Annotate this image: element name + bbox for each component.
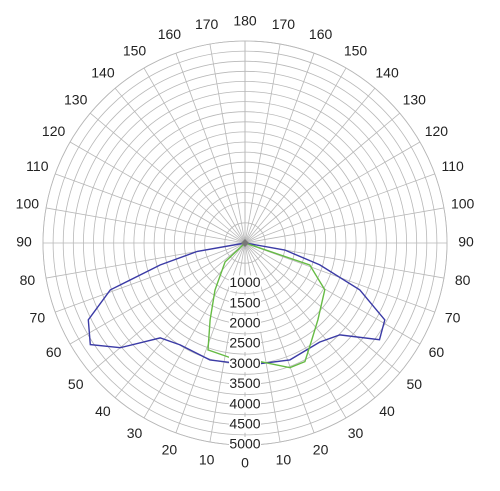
angle-label: 150 [123, 42, 147, 58]
radial-label: 1000 [229, 274, 260, 290]
label-bg [229, 315, 261, 332]
angle-label: 150 [344, 42, 368, 58]
spoke [90, 242, 246, 374]
angle-label: 130 [64, 92, 88, 108]
angle-label: 70 [445, 309, 461, 325]
angle-label: 140 [91, 64, 115, 80]
spoke [244, 207, 445, 244]
angle-label: 90 [458, 234, 474, 250]
spoke [244, 141, 421, 244]
angle-label: 160 [158, 26, 182, 42]
angle-label: 90 [16, 234, 32, 250]
angle-label: 120 [42, 123, 66, 139]
angle-label: 160 [309, 26, 333, 42]
label-bg [229, 376, 261, 393]
label-bg [229, 275, 261, 292]
label-bg [229, 396, 261, 413]
angle-label: 110 [26, 158, 49, 174]
radial-label: 4500 [229, 416, 260, 432]
spoke [55, 242, 246, 313]
label-bg [229, 437, 261, 453]
angle-label: 20 [162, 441, 178, 457]
spoke [244, 242, 347, 419]
spoke [244, 173, 435, 244]
spoke [244, 53, 315, 244]
angle-label: 40 [95, 403, 111, 419]
spoke [244, 242, 421, 345]
angle-label: 80 [455, 272, 471, 288]
angle-label: 10 [199, 451, 215, 467]
spoke [244, 67, 347, 244]
angle-label: 110 [442, 158, 465, 174]
spoke [143, 67, 246, 244]
angle-label: 100 [16, 195, 40, 211]
spoke [244, 242, 400, 374]
spoke [45, 207, 246, 244]
spoke [175, 53, 246, 244]
angle-label: 170 [195, 16, 219, 32]
angle-label: 60 [429, 344, 445, 360]
radial-label: 5000 [229, 436, 260, 452]
intensity-curve [207, 242, 326, 369]
angle-label: 60 [46, 344, 62, 360]
angle-label: 130 [403, 92, 427, 108]
angle-label: 40 [379, 403, 395, 419]
angle-label: 30 [348, 425, 364, 441]
spoke [175, 242, 246, 433]
angle-label: 170 [272, 16, 296, 32]
angle-label: 50 [68, 376, 84, 392]
spoke [69, 242, 246, 345]
angle-label: 80 [20, 272, 36, 288]
radial-label: 2000 [229, 315, 260, 331]
spoke [209, 43, 246, 244]
angle-label: 120 [425, 123, 449, 139]
angle-label: 0 [241, 455, 249, 471]
spoke [244, 242, 315, 433]
angle-label: 70 [30, 309, 46, 325]
label-bg [229, 295, 261, 312]
spoke [244, 112, 400, 244]
spoke [244, 43, 281, 244]
angle-label: 20 [313, 441, 329, 457]
angle-label: 100 [451, 195, 475, 211]
angle-label: 180 [233, 13, 257, 29]
spoke [55, 173, 246, 244]
label-bg [229, 416, 261, 433]
radial-label: 3500 [229, 375, 260, 391]
angle-label: 50 [407, 376, 423, 392]
center-marker [241, 239, 249, 247]
angle-label: 30 [127, 425, 143, 441]
spoke [90, 112, 246, 244]
radial-label: 4000 [229, 395, 260, 411]
spoke [143, 242, 246, 419]
radial-label: 2500 [229, 335, 260, 351]
angle-label: 140 [375, 64, 399, 80]
label-bg [229, 356, 261, 373]
radial-label: 1500 [229, 294, 260, 310]
spoke [244, 242, 376, 398]
radial-label: 3000 [229, 355, 260, 371]
angle-label: 10 [276, 451, 292, 467]
spoke [244, 88, 376, 244]
spoke [114, 88, 246, 244]
label-bg [229, 336, 261, 352]
spoke [69, 141, 246, 244]
